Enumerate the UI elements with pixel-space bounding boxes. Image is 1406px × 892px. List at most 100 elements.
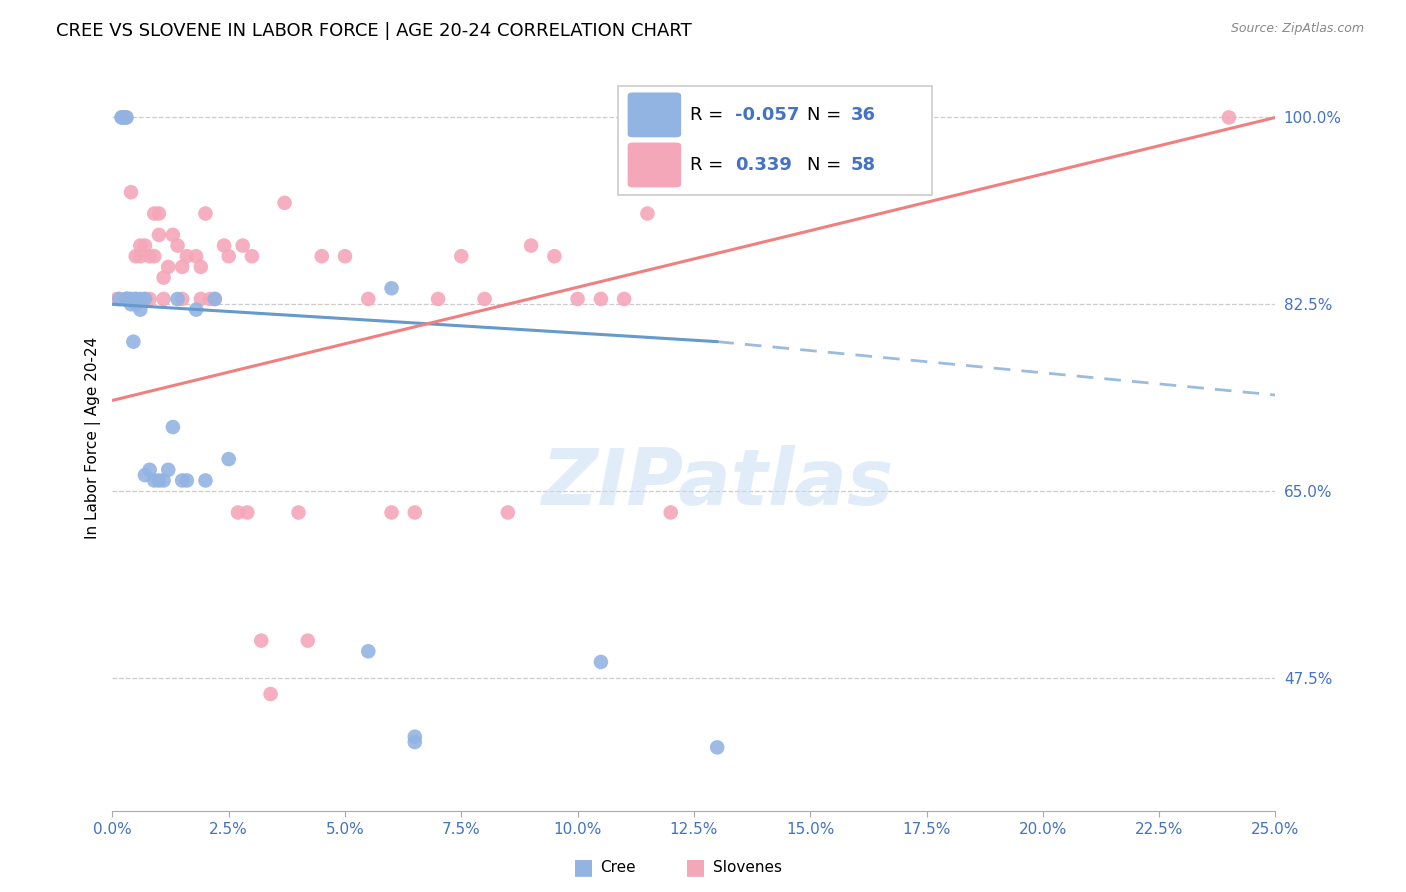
Point — [186, 302, 208, 317]
Point — [474, 292, 496, 306]
Point — [143, 474, 166, 488]
Point — [333, 249, 356, 263]
Point — [134, 238, 156, 252]
Point — [706, 740, 728, 755]
Point — [157, 463, 180, 477]
Text: 0.339: 0.339 — [735, 156, 792, 174]
Point — [357, 644, 380, 658]
Point — [311, 249, 333, 263]
Point — [176, 474, 198, 488]
Point — [520, 238, 543, 252]
Point — [250, 633, 273, 648]
Point — [204, 292, 226, 306]
Text: Cree: Cree — [600, 860, 636, 874]
Point — [240, 249, 263, 263]
Point — [567, 292, 589, 306]
Point — [172, 474, 194, 488]
Point — [172, 260, 194, 274]
Point — [143, 206, 166, 220]
Point — [427, 292, 450, 306]
Point — [589, 655, 612, 669]
Point — [194, 474, 217, 488]
Point — [172, 292, 194, 306]
Point — [138, 292, 160, 306]
Point — [450, 249, 472, 263]
Point — [404, 735, 426, 749]
FancyBboxPatch shape — [627, 143, 681, 187]
Point — [120, 292, 142, 306]
Point — [659, 506, 682, 520]
Text: Source: ZipAtlas.com: Source: ZipAtlas.com — [1230, 22, 1364, 36]
Point — [118, 292, 141, 306]
Point — [124, 249, 146, 263]
Point — [124, 292, 146, 306]
Point — [152, 474, 174, 488]
Point — [124, 292, 146, 306]
Point — [236, 506, 259, 520]
Point — [152, 270, 174, 285]
Point — [115, 292, 138, 306]
FancyBboxPatch shape — [619, 87, 932, 194]
Point — [190, 292, 212, 306]
Point — [152, 292, 174, 306]
Point — [404, 730, 426, 744]
Point — [129, 302, 152, 317]
Text: N =: N = — [807, 156, 846, 174]
Point — [138, 249, 160, 263]
Point — [273, 195, 295, 210]
Text: Slovenes: Slovenes — [713, 860, 782, 874]
Point — [380, 506, 402, 520]
FancyBboxPatch shape — [627, 93, 681, 137]
Point — [166, 238, 188, 252]
Point — [162, 227, 184, 242]
Point — [186, 249, 208, 263]
Text: N =: N = — [807, 106, 846, 124]
Point — [543, 249, 565, 263]
Point — [636, 206, 658, 220]
Text: -0.057: -0.057 — [735, 106, 799, 124]
Point — [134, 468, 156, 483]
Text: ■: ■ — [574, 857, 593, 877]
Point — [194, 206, 217, 220]
Point — [120, 297, 142, 311]
Point — [134, 292, 156, 306]
Point — [148, 227, 170, 242]
Point — [259, 687, 281, 701]
Text: R =: R = — [690, 106, 730, 124]
Point — [157, 260, 180, 274]
Point — [112, 111, 135, 125]
Point — [134, 292, 156, 306]
Point — [226, 506, 249, 520]
Point — [1218, 111, 1240, 125]
Point — [496, 506, 519, 520]
Point — [613, 292, 636, 306]
Point — [166, 292, 188, 306]
Point — [232, 238, 254, 252]
Point — [176, 249, 198, 263]
Point — [111, 111, 134, 125]
Point — [162, 420, 184, 434]
Y-axis label: In Labor Force | Age 20-24: In Labor Force | Age 20-24 — [86, 336, 101, 539]
Point — [148, 474, 170, 488]
Point — [129, 249, 152, 263]
Point — [138, 463, 160, 477]
Point — [105, 292, 128, 306]
Point — [297, 633, 319, 648]
Text: 36: 36 — [851, 106, 876, 124]
Point — [108, 292, 131, 306]
Point — [380, 281, 402, 295]
Text: ■: ■ — [686, 857, 706, 877]
Point — [143, 249, 166, 263]
Text: 58: 58 — [851, 156, 876, 174]
Point — [111, 111, 134, 125]
Point — [115, 292, 138, 306]
Point — [115, 111, 138, 125]
Point — [190, 260, 212, 274]
Text: CREE VS SLOVENE IN LABOR FORCE | AGE 20-24 CORRELATION CHART: CREE VS SLOVENE IN LABOR FORCE | AGE 20-… — [56, 22, 692, 40]
Point — [129, 238, 152, 252]
Text: ZIPatlas: ZIPatlas — [541, 444, 893, 521]
Point — [589, 292, 612, 306]
Point — [218, 249, 240, 263]
Point — [115, 292, 138, 306]
Point — [148, 206, 170, 220]
